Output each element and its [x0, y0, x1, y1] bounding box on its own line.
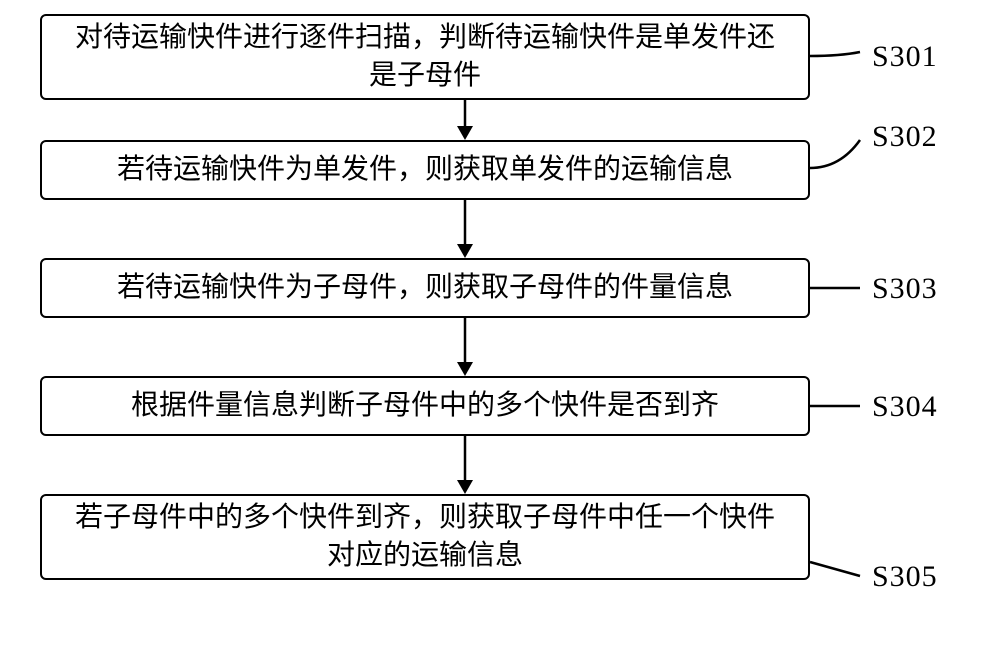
flow-step-s305: 若子母件中的多个快件到齐，则获取子母件中任一个快件对应的运输信息 — [40, 494, 810, 580]
arrow-2-3 — [40, 200, 960, 262]
arrow-4-5 — [40, 436, 960, 498]
arrow-1-2 — [40, 100, 960, 142]
arrow-3-4 — [40, 318, 960, 380]
step-label-s301: S301 — [872, 40, 938, 74]
step-text: 若待运输快件为子母件，则获取子母件的件量信息 — [117, 269, 733, 307]
flowchart-container: 对待运输快件进行逐件扫描，判断待运输快件是单发件还是子母件 S301 若待运输快… — [40, 14, 960, 580]
step-label-s303: S303 — [872, 272, 938, 306]
flow-step-s302: 若待运输快件为单发件，则获取单发件的运输信息 — [40, 140, 810, 200]
step-label-s304: S304 — [872, 390, 938, 424]
flow-step-s301: 对待运输快件进行逐件扫描，判断待运输快件是单发件还是子母件 — [40, 14, 810, 100]
step-text: 对待运输快件进行逐件扫描，判断待运输快件是单发件还是子母件 — [62, 19, 788, 95]
step-label-s302: S302 — [872, 120, 938, 154]
step-text: 若待运输快件为单发件，则获取单发件的运输信息 — [117, 151, 733, 189]
flow-step-s304: 根据件量信息判断子母件中的多个快件是否到齐 — [40, 376, 810, 436]
step-text: 根据件量信息判断子母件中的多个快件是否到齐 — [131, 387, 719, 425]
step-label-s305: S305 — [872, 560, 938, 594]
flow-step-s303: 若待运输快件为子母件，则获取子母件的件量信息 — [40, 258, 810, 318]
step-text: 若子母件中的多个快件到齐，则获取子母件中任一个快件对应的运输信息 — [62, 499, 788, 575]
